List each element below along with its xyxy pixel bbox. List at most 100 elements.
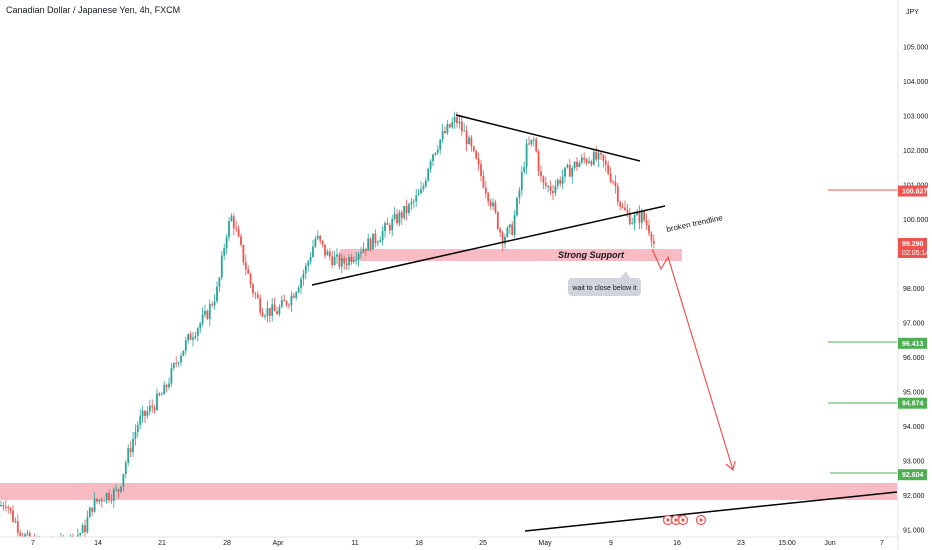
wait-callout-box [568, 278, 641, 296]
candle-body [537, 151, 540, 172]
x-tick-label: Apr [273, 540, 285, 547]
candle-body [331, 256, 334, 265]
candle-body [600, 152, 602, 155]
candle-body [151, 405, 154, 408]
candle-body [472, 146, 475, 151]
candle-body [520, 172, 523, 191]
candle-body [578, 162, 581, 167]
candle-body [170, 367, 173, 384]
candle-body [638, 212, 641, 223]
projection-arrow [651, 248, 734, 471]
candle-body [180, 355, 182, 363]
price-label-text: 92.604 [902, 472, 924, 479]
x-tick-label: 7 [880, 540, 884, 547]
candle-body [129, 448, 132, 452]
candle-body [559, 180, 562, 184]
candle-body [276, 311, 278, 315]
candle-body [273, 304, 276, 312]
candle-body [127, 448, 130, 463]
event-marker-dot [674, 518, 678, 522]
candle-body [321, 240, 324, 245]
candle-body [43, 543, 45, 546]
candle-body [19, 532, 22, 536]
x-tick-label: 11 [351, 540, 358, 547]
candle-body [633, 215, 636, 223]
wait-callout-pointer [620, 271, 630, 278]
candle-body [134, 431, 137, 439]
candle-body [508, 224, 511, 228]
candle-body [540, 171, 542, 177]
y-tick-label: 94.000 [903, 424, 925, 431]
y-tick-label: 98.000 [903, 286, 925, 293]
y-tick-label: 102.000 [903, 148, 928, 155]
candle-body [650, 233, 653, 241]
candle-body [643, 211, 646, 221]
candle-body [535, 139, 538, 152]
candle-body [648, 225, 650, 234]
candle-body [463, 130, 466, 132]
candle-body [160, 394, 163, 396]
candle-body [39, 539, 41, 543]
x-tick-label: 23 [737, 540, 745, 547]
candle-body [88, 507, 91, 518]
event-marker-dot [681, 518, 685, 522]
candle-body [583, 157, 586, 160]
candle-body [614, 182, 617, 187]
candle-body [336, 254, 338, 257]
candle-body [60, 540, 62, 550]
candle-body [348, 257, 350, 266]
y-tick-label: 105.000 [903, 45, 928, 52]
y-tick-label: 96.000 [903, 355, 925, 362]
candle-body [542, 176, 545, 183]
candle-body [288, 304, 290, 306]
candle-body [415, 195, 418, 202]
candle-body [7, 507, 10, 508]
candle-body [110, 499, 113, 501]
candle-body [100, 499, 103, 502]
price-label-box [898, 238, 927, 258]
candle-body [352, 260, 355, 263]
candle-body [220, 255, 223, 278]
strong-support-zone [340, 249, 682, 261]
candle-body [528, 143, 530, 145]
candle-body [9, 507, 12, 511]
candle-body [328, 251, 331, 257]
candle-body [213, 301, 216, 306]
candle-body [158, 393, 161, 396]
candle-body [432, 154, 434, 162]
candle-body [628, 212, 631, 225]
candle-body [96, 498, 98, 502]
y-tick-label: 100.000 [903, 217, 928, 224]
candle-body [156, 393, 158, 411]
candle-body [381, 231, 384, 241]
strong-support-label: Strong Support [558, 250, 625, 260]
y-tick-label: 104.000 [903, 79, 928, 86]
candle-body [429, 161, 432, 169]
candle-body [76, 535, 79, 537]
candle-body [592, 151, 595, 165]
candle-body [46, 546, 48, 547]
candle-body [403, 205, 406, 219]
candle-body [268, 308, 271, 316]
candle-body [165, 384, 168, 388]
candle-body [132, 438, 134, 452]
candle-body [376, 242, 379, 244]
candle-body [626, 210, 629, 213]
candle-body [391, 219, 394, 231]
candle-body [316, 235, 319, 239]
candle-body [48, 539, 50, 547]
candle-body [21, 535, 24, 537]
candle-body [240, 236, 242, 245]
candle-body [417, 193, 420, 196]
candle-body [4, 506, 7, 508]
candle-body [489, 201, 492, 207]
candle-body [408, 204, 410, 213]
candle-body [516, 197, 518, 216]
x-tick-label: 14 [94, 540, 102, 547]
candle-body [612, 181, 614, 183]
arrow-head [725, 460, 736, 472]
candle-body [360, 252, 362, 254]
candle-body [355, 259, 358, 261]
x-tick-label: 7 [31, 540, 35, 547]
